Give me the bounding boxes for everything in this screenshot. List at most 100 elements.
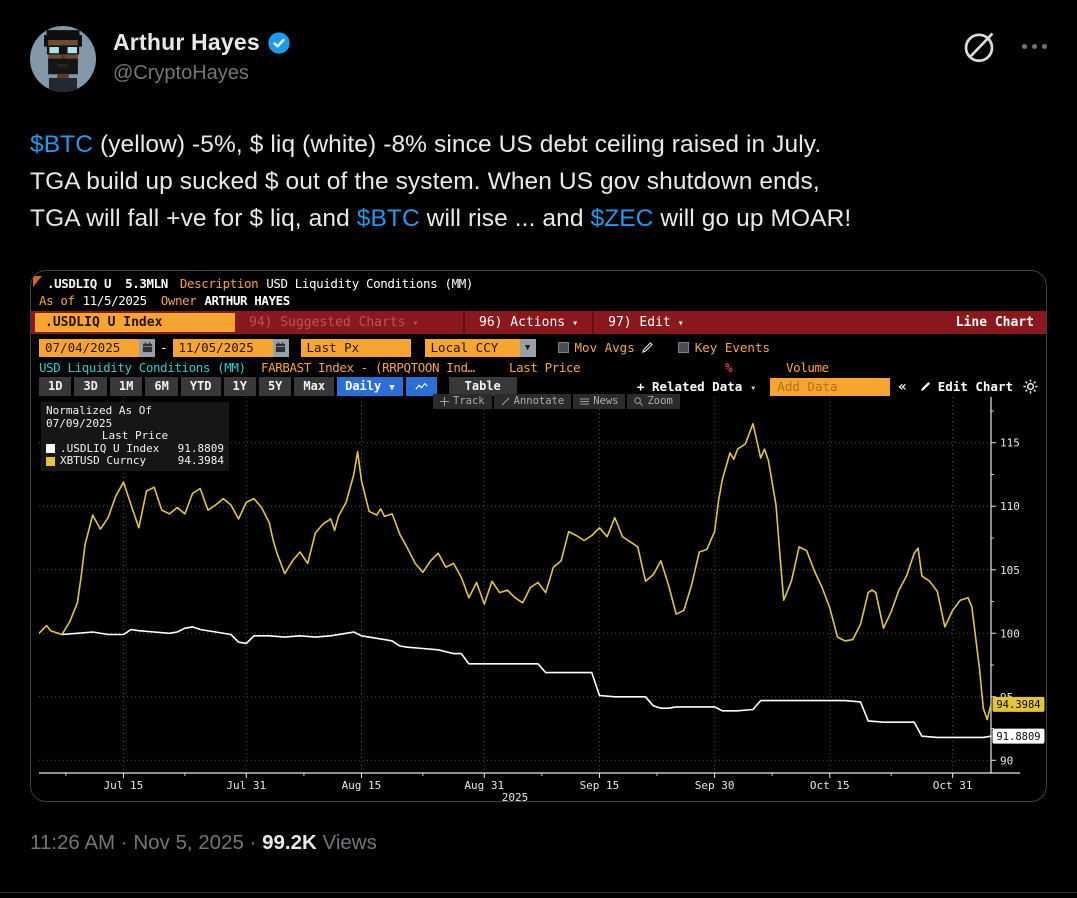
add-data-input[interactable]: Add Data (770, 377, 891, 396)
y-axis-label: 90 (1000, 754, 1013, 767)
separator-dot: · (120, 831, 128, 854)
alert-triangle-icon (33, 276, 42, 287)
tweet-text-segment: will go up MOAR! (653, 205, 852, 232)
period-tab-max[interactable]: Max (294, 377, 335, 396)
table-button[interactable]: Table (448, 377, 517, 396)
x-axis-label: Jul 31 (226, 779, 266, 792)
edit-chart-button[interactable]: Edit Chart (919, 379, 1013, 394)
tweet-text-line: $BTC (yellow) -5%, $ liq (white) -8% sin… (30, 126, 1047, 163)
chart-type-label: Line Chart (955, 315, 1034, 330)
author-name[interactable]: Arthur Hayes (113, 29, 260, 55)
collapse-panel-button[interactable]: « (898, 378, 907, 395)
frequency-button[interactable]: Daily (337, 377, 403, 396)
grok-icon[interactable] (960, 28, 998, 66)
key-events-label: Key Events (694, 340, 771, 355)
pencil-icon[interactable] (641, 341, 654, 354)
tweet-header: Arthur Hayes @CryptoHayes (30, 26, 1047, 96)
ticker-size: 5.3MLN (125, 276, 168, 291)
y-axis-label: 100 (1000, 627, 1020, 640)
timestamp: 11:26 AM (30, 831, 116, 854)
x-axis-year-label: 2025 (502, 791, 529, 801)
as-of-value: 11/5/2025 (82, 293, 148, 308)
chart-legend: Normalized As Of 07/09/2025 Last Price .… (41, 402, 229, 471)
security-input[interactable]: .USDLIQ U Index (35, 313, 235, 332)
price-field-select[interactable]: Last Px (300, 338, 411, 357)
separator-dot: · (249, 831, 257, 854)
tweet-text-segment: will rise ... and (419, 205, 591, 232)
edit-menu[interactable]: 97) Edit (592, 311, 698, 334)
percent-flag[interactable]: % (725, 360, 733, 375)
y-axis-label: 115 (1000, 437, 1020, 450)
plot-tool-annotate[interactable]: Annotate (493, 394, 572, 409)
key-events-checkbox[interactable] (677, 342, 689, 353)
tweet-text-line: TGA build up sucked $ out of the system.… (30, 163, 1047, 200)
ticker-symbol: .USDLIQ U (47, 276, 112, 291)
plot-tool-track[interactable]: Track (433, 394, 492, 409)
period-tab-6m[interactable]: 6M (145, 377, 178, 396)
period-tab-1y[interactable]: 1Y (223, 377, 256, 396)
settings-gear-icon[interactable] (1023, 379, 1038, 394)
currency-select[interactable]: Local CCY (424, 338, 520, 357)
calendar-icon[interactable] (139, 338, 155, 357)
x-axis-label: Aug 31 (464, 779, 504, 792)
volume-label[interactable]: Volume (786, 360, 829, 375)
period-tab-ytd[interactable]: YTD (180, 377, 221, 396)
y-axis-label: 110 (1000, 500, 1020, 513)
x-axis-label: Oct 15 (810, 779, 850, 792)
terminal-meta-row: As of 11/5/2025 Owner ARTHUR HAYES (39, 293, 290, 308)
terminal-controls: 07/04/2025 - 11/05/2025 Last Px Local CC… (39, 337, 1038, 358)
secondary-security-label[interactable]: FARBAST Index - (RRPQTOON Ind… (261, 360, 475, 375)
x-axis-label: Sep 30 (695, 779, 735, 792)
series-line-usdliq (61, 626, 992, 739)
avatar[interactable] (30, 26, 96, 92)
verified-badge-icon (268, 31, 290, 54)
legend-swatch (46, 444, 55, 454)
period-tab-1m[interactable]: 1M (109, 377, 143, 396)
crosshair-icon (440, 397, 449, 406)
x-axis-label: Aug 15 (342, 779, 382, 792)
actions-menu[interactable]: 96) Actions (463, 311, 592, 334)
views-label[interactable]: Views (322, 831, 377, 854)
tweet-text-segment: TGA build up sucked $ out of the system.… (30, 168, 820, 195)
line-chart-icon[interactable] (405, 377, 437, 396)
plot-tool-news[interactable]: News (573, 394, 626, 409)
magnifier-icon (634, 397, 644, 406)
legend-item: XBTUSD Curncy 94.3984 (46, 454, 224, 468)
y-axis-label: 105 (1000, 564, 1020, 577)
mov-avgs-checkbox[interactable] (557, 342, 569, 353)
period-tab-3d[interactable]: 3D (74, 377, 107, 396)
author-handle[interactable]: @CryptoHayes (113, 62, 249, 84)
date-to-input[interactable]: 11/05/2025 (172, 338, 273, 357)
cashtag-link[interactable]: $ZEC (590, 205, 654, 232)
legend-normalized: Normalized As Of 07/09/2025 (46, 404, 152, 430)
period-tab-5y[interactable]: 5Y (258, 377, 292, 396)
related-data-button[interactable]: + Related Data (637, 379, 756, 394)
owner-value: ARTHUR HAYES (204, 293, 290, 308)
author-block: Arthur Hayes @CryptoHayes (113, 26, 291, 96)
plot-toolbar: Track Annotate News Zoom (433, 394, 680, 409)
currency-dropdown-icon[interactable]: ▼ (519, 338, 536, 357)
period-tab-1d[interactable]: 1D (39, 377, 72, 396)
bloomberg-chart-card[interactable]: .USDLIQ U 5.3MLN Description USD Liquidity … (30, 270, 1047, 802)
calendar-icon[interactable] (272, 338, 289, 357)
tweet-date: Nov 5, 2025 (133, 831, 244, 854)
period-tabs: 1D 3D 1M 6M YTD 1Y 5Y Max (39, 377, 337, 396)
legend-swatch (46, 456, 55, 466)
legend-item: .USDLIQ U Index 91.8809 (46, 442, 224, 456)
suggested-charts-menu[interactable]: 94) Suggested Charts (235, 311, 463, 334)
x-axis-label: Oct 31 (933, 779, 973, 792)
more-menu-icon[interactable] (1022, 44, 1047, 49)
primary-security-label[interactable]: USD Liquidity Conditions (MM) (39, 360, 246, 375)
terminal-menubar: .USDLIQ U Index 94) Suggested Charts 96)… (31, 311, 1046, 334)
owner-label: Owner (160, 293, 197, 308)
date-from-input[interactable]: 07/04/2025 (39, 338, 139, 357)
cashtag-link[interactable]: $BTC (30, 131, 94, 158)
plot-tool-zoom[interactable]: Zoom (627, 394, 680, 409)
tweet-text-line: TGA will fall +ve for $ liq, and $BTC wi… (30, 200, 1047, 237)
cashtag-link[interactable]: $BTC (356, 205, 420, 232)
tweet-text: $BTC (yellow) -5%, $ liq (white) -8% sin… (30, 126, 1047, 237)
